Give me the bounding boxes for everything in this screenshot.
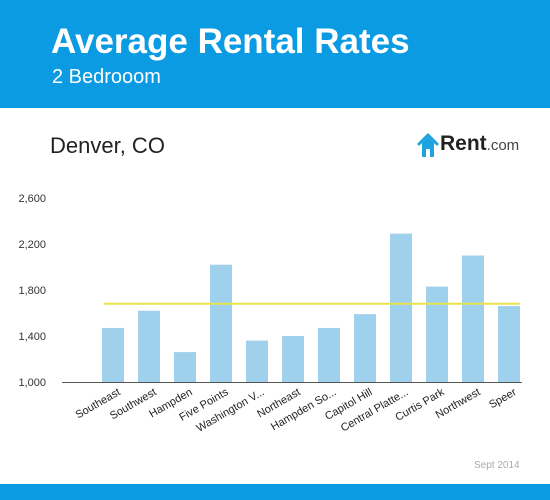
logo-brand: Rent — [440, 132, 487, 155]
bar — [426, 286, 448, 382]
bar — [390, 233, 412, 382]
house-icon — [417, 133, 439, 157]
bar — [138, 310, 160, 382]
bar — [174, 352, 196, 382]
bar-chart: 1,0001,4001,8002,2002,600SoutheastSouthw… — [18, 193, 522, 435]
bar — [102, 327, 124, 382]
logo-wordmark: Rent.com — [440, 132, 519, 156]
bar — [462, 255, 484, 382]
chart-title: Denver, CO — [50, 133, 165, 158]
bar — [210, 264, 232, 382]
footer-date: Sept 2014 — [474, 460, 520, 471]
y-tick-label: 2,200 — [18, 239, 46, 251]
y-tick-label: 1,400 — [18, 331, 46, 343]
bar — [498, 306, 520, 382]
logo-tld: .com — [486, 137, 520, 154]
bar — [354, 314, 376, 382]
y-tick-label: 1,000 — [18, 377, 46, 389]
rent-logo: Rent.com — [416, 130, 526, 160]
header-banner: Average Rental Rates 2 Bedrooom — [0, 0, 550, 108]
y-tick-label: 2,600 — [18, 193, 46, 205]
page-subtitle: 2 Bedrooom — [52, 66, 161, 88]
x-tick-label: Speer — [487, 386, 519, 411]
page-title: Average Rental Rates — [51, 22, 410, 61]
bar — [318, 327, 340, 382]
bar — [246, 340, 268, 382]
bar — [282, 336, 304, 382]
footer-bar — [0, 484, 550, 500]
y-tick-label: 1,800 — [18, 285, 46, 297]
